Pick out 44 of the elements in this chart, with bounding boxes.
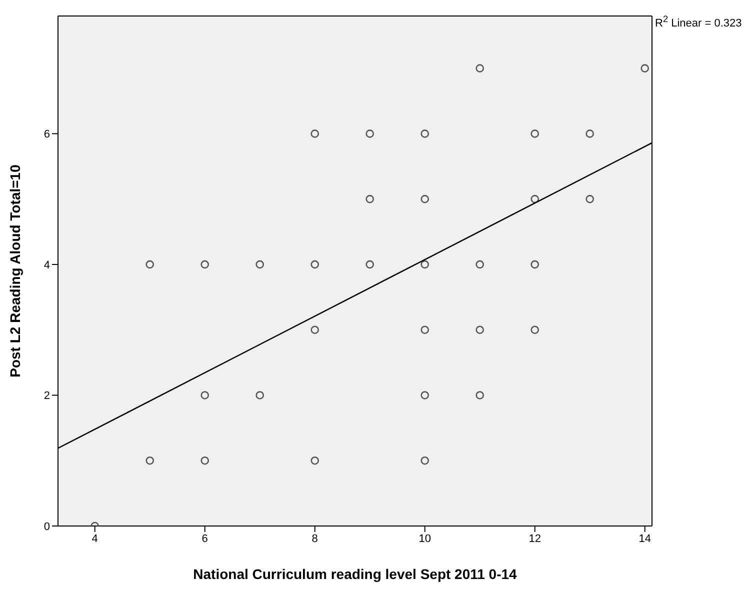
point: [420, 326, 429, 334]
point: [200, 260, 209, 269]
point: [530, 194, 539, 204]
x-tick-label: 8: [312, 532, 318, 545]
point: [586, 194, 594, 204]
point: [200, 456, 209, 465]
point: [310, 326, 319, 334]
x-tick-label: 4: [92, 532, 98, 545]
point: [310, 260, 319, 269]
point: [366, 260, 374, 269]
x-tick-label: 12: [528, 532, 541, 545]
x-axis-title: National Curriculum reading level Sept 2011 0-14: [193, 566, 518, 582]
point: [476, 391, 484, 400]
point: [420, 260, 429, 269]
point: [640, 64, 649, 72]
y-tick-label: 6: [44, 128, 50, 141]
point: [310, 130, 319, 138]
x-tick-label: 14: [638, 532, 651, 545]
point: [256, 391, 264, 400]
point: [476, 64, 484, 72]
point: [200, 391, 209, 400]
y-axis-title: Post L2 Reading Aloud Total=10: [6, 164, 23, 378]
point: [420, 194, 429, 204]
y-tick-label: 0: [44, 520, 50, 533]
y-tick-label: 2: [44, 390, 50, 402]
point: [530, 130, 539, 138]
point: [420, 130, 429, 138]
point: [310, 456, 319, 465]
point: [420, 456, 429, 465]
x-tick-label: 10: [418, 532, 431, 545]
point: [530, 326, 539, 334]
point: [256, 260, 264, 269]
point: [586, 130, 594, 138]
point: [146, 260, 154, 269]
x-tick-label: 6: [202, 532, 208, 545]
point: [366, 130, 374, 138]
text: R$^{2}$ Linear = 0.323: [655, 14, 742, 30]
point: [476, 326, 484, 334]
point: [420, 391, 429, 400]
point: [530, 260, 539, 269]
y-tick-label: 4: [44, 259, 50, 272]
point: [476, 260, 484, 269]
point: [146, 456, 154, 465]
point: [366, 194, 374, 204]
